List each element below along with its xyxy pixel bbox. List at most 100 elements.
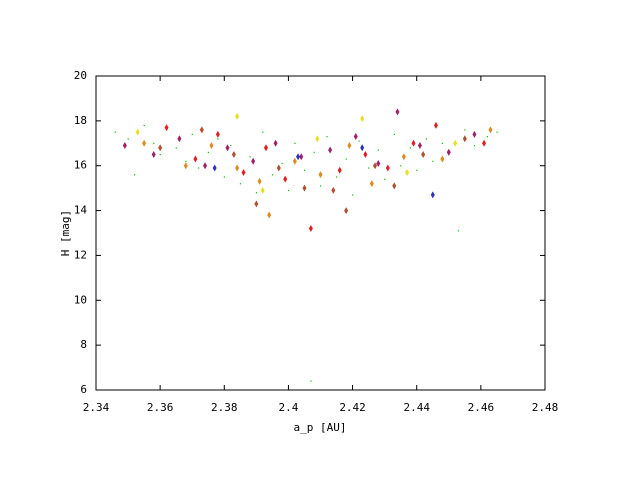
dot-point <box>271 174 274 176</box>
diamond-point <box>401 153 406 161</box>
diamond-point <box>225 144 230 152</box>
diamond-point <box>376 159 381 167</box>
dot-point <box>416 169 418 171</box>
dot-point <box>358 140 360 142</box>
diamond-point <box>193 155 198 163</box>
diamond-point <box>446 148 451 156</box>
diamond-point <box>177 135 182 143</box>
dot-point <box>303 169 306 171</box>
diamond-point <box>122 142 127 150</box>
dot-point <box>425 138 428 140</box>
diamond-point <box>430 191 435 199</box>
diamond-point <box>360 144 365 152</box>
diamond-point <box>292 157 297 165</box>
diamond-point <box>411 139 416 147</box>
diamond-point <box>164 124 169 132</box>
dot-point <box>377 149 379 151</box>
dot-point <box>133 174 136 176</box>
dot-point <box>223 176 225 178</box>
diamond-point <box>385 164 390 172</box>
dot-point <box>217 138 219 140</box>
dot-point <box>175 147 177 149</box>
diamond-point <box>209 142 214 150</box>
diamond-point <box>360 115 365 123</box>
diamond-point <box>433 121 438 129</box>
diamond-point <box>453 139 458 147</box>
dot-point <box>143 124 145 127</box>
y-axis-label: H [mag] <box>59 210 72 256</box>
dot-point <box>345 158 347 160</box>
dot-point <box>320 185 322 187</box>
diamond-point <box>482 139 487 147</box>
diamond-point <box>235 112 240 120</box>
diamond-point <box>347 142 352 150</box>
dot-point <box>255 192 258 194</box>
dot-point <box>313 151 315 153</box>
diamond-point <box>308 225 313 233</box>
dot-point <box>457 230 460 232</box>
dot-point <box>281 162 283 165</box>
y-tick-label: 6 <box>80 383 87 396</box>
plot-border <box>95 75 546 391</box>
diamond-point <box>344 207 349 215</box>
y-tick-label: 12 <box>74 248 87 261</box>
diamond-point <box>337 166 342 174</box>
dot-point <box>441 142 444 144</box>
dot-point <box>473 145 476 147</box>
dot-point <box>249 156 251 158</box>
x-tick-label: 2.42 <box>339 401 366 414</box>
dot-point <box>230 145 232 147</box>
diamond-point <box>257 177 262 185</box>
dot-point <box>191 133 193 136</box>
diamond-point <box>405 168 410 176</box>
diamond-point <box>142 139 147 147</box>
diamond-point <box>231 151 236 158</box>
diamond-point <box>392 182 397 190</box>
dot-point <box>496 131 498 133</box>
y-tick-label: 18 <box>74 114 87 127</box>
diamond-point <box>353 133 358 141</box>
dot-point <box>198 167 200 169</box>
dot-point <box>336 176 338 178</box>
diamond-point <box>183 162 188 170</box>
y-tick-label: 8 <box>80 338 87 351</box>
x-tick-label: 2.4 <box>278 401 298 414</box>
dot-point <box>262 131 264 133</box>
y-tick-label: 14 <box>74 204 88 217</box>
diamond-point <box>421 151 426 158</box>
diamond-point <box>373 162 378 170</box>
diamond-point <box>135 128 140 136</box>
diamond-point <box>462 135 467 143</box>
dot-point <box>464 129 466 131</box>
dot-point <box>159 154 161 156</box>
dot-point <box>310 380 312 382</box>
diamond-point <box>260 186 265 194</box>
diamond-point <box>299 153 304 161</box>
diamond-point <box>395 108 400 116</box>
diamond-point <box>276 164 281 172</box>
dot-point <box>207 151 209 153</box>
dot-point <box>294 142 296 144</box>
diamond-point <box>235 164 240 172</box>
diamond-point <box>251 157 256 165</box>
y-tick-label: 20 <box>74 69 87 82</box>
diamond-point <box>417 142 422 150</box>
dot-point <box>409 147 411 149</box>
diamond-point <box>212 164 217 172</box>
dot-point <box>127 138 129 140</box>
diamond-point <box>267 211 272 219</box>
diamond-point <box>158 144 163 152</box>
dot-point <box>185 160 187 162</box>
x-tick-label: 2.44 <box>403 401 430 414</box>
dot-point <box>393 133 395 136</box>
x-tick-label: 2.38 <box>211 401 238 414</box>
diamond-point <box>331 186 336 194</box>
diamond-point <box>488 126 493 134</box>
dot-point <box>368 167 370 169</box>
diamond-point <box>254 200 259 208</box>
dot-point <box>352 194 354 196</box>
diamond-point <box>199 126 204 134</box>
dot-point <box>287 189 290 192</box>
x-tick-label: 2.48 <box>532 401 559 414</box>
